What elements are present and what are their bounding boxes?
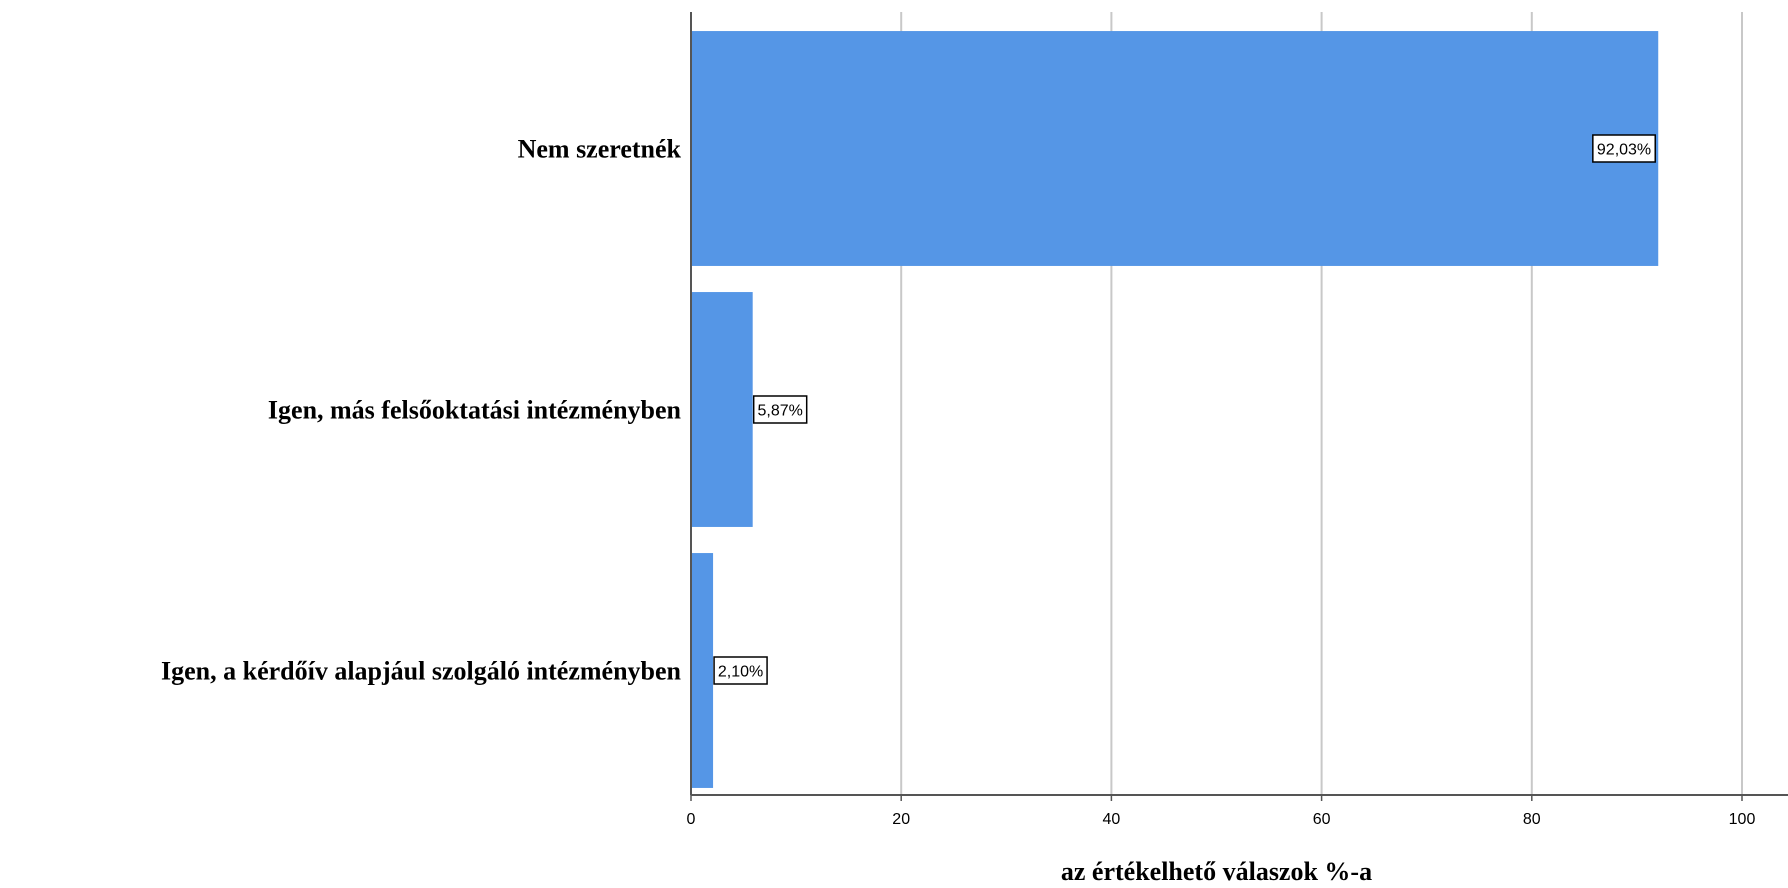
- x-tick-label: 80: [1523, 811, 1541, 828]
- x-tick-label: 40: [1103, 811, 1121, 828]
- bars: [691, 31, 1659, 788]
- data-label: 5,87%: [758, 403, 803, 420]
- data-label: 92,03%: [1597, 142, 1651, 159]
- x-tick-label: 0: [687, 811, 696, 828]
- x-tick-label: 100: [1729, 811, 1756, 828]
- data-label-box: [713, 656, 768, 685]
- labels: 0 20 40 60 80 100 Nem szeretnék 92,03% Igen, más…: [161, 134, 1756, 828]
- bar: [691, 292, 753, 527]
- axes: [690, 12, 1788, 801]
- category-label: Igen, a kérdőív alapjául szolgáló intézm…: [161, 657, 682, 686]
- category-label: Nem szeretnék: [518, 135, 682, 164]
- bar: [691, 553, 714, 788]
- category-label: Igen, más felsőoktatási intézményben: [268, 396, 682, 425]
- data-label-box: [1592, 134, 1656, 163]
- x-tick-label: 60: [1313, 811, 1331, 828]
- x-axis-title: az értékelhető válaszok %-a: [1061, 857, 1372, 886]
- bar: [691, 31, 1659, 266]
- data-label: 2,10%: [718, 664, 763, 681]
- data-label-box: [752, 395, 808, 424]
- x-tick-label: 20: [892, 811, 910, 828]
